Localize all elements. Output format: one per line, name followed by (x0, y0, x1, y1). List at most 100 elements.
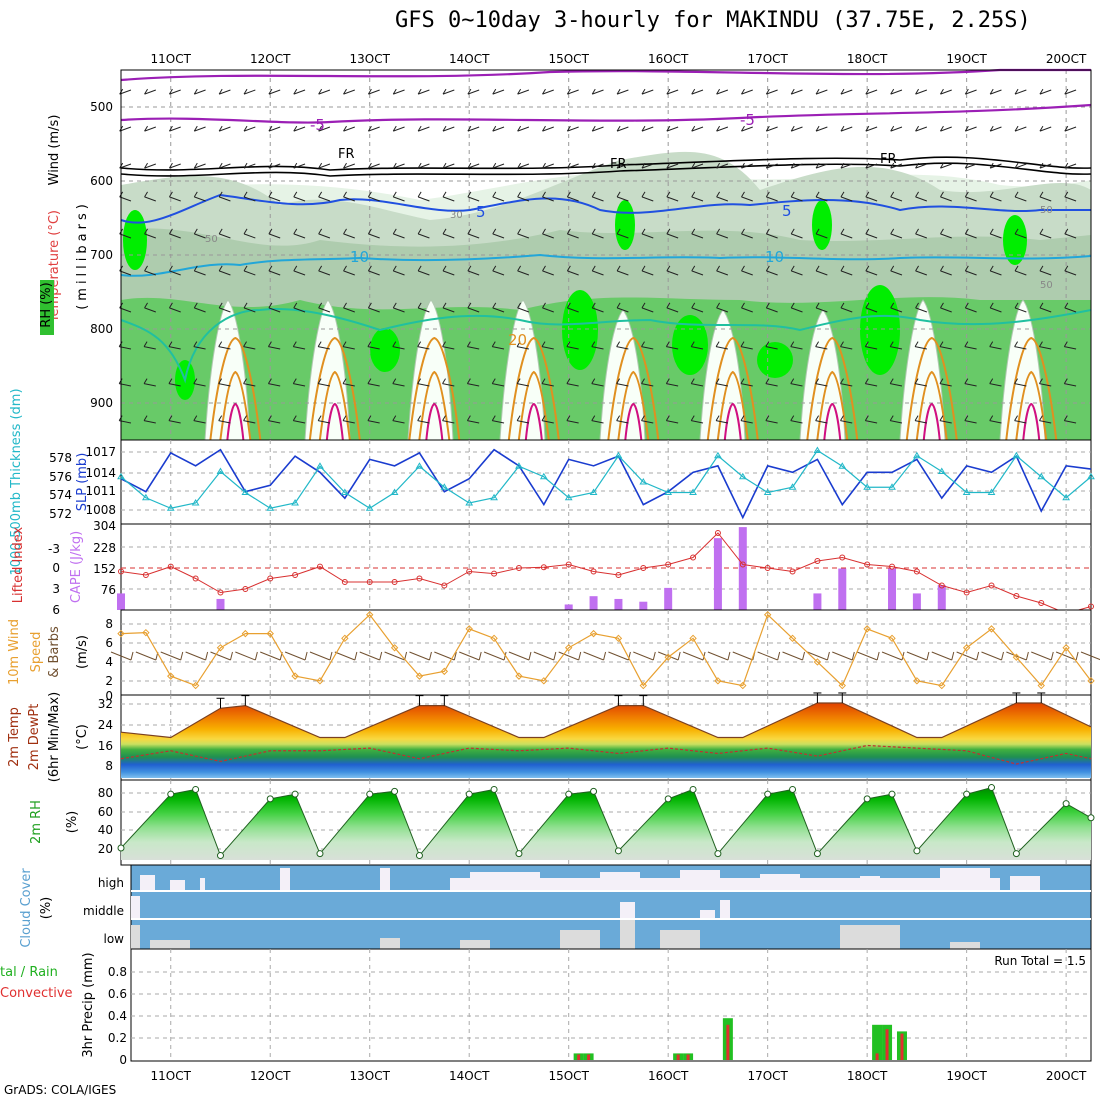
contour-label: 20 (508, 331, 527, 349)
wind-barb (915, 270, 928, 276)
wind-speed-point (863, 625, 871, 633)
thickness-point (564, 493, 573, 501)
wind-barb-flag (964, 228, 969, 235)
wind-barb-flag (741, 191, 745, 198)
wind-barb (914, 346, 927, 350)
rh-point (316, 850, 324, 858)
lifted-index-point (1038, 600, 1045, 606)
wind-barb-flag (690, 415, 695, 421)
wind10m-barb-flag (553, 651, 557, 661)
lifted-index-point (839, 554, 846, 561)
cape-bar (564, 604, 573, 610)
rh-line (120, 786, 1092, 857)
cape-li-panel: -3 0 3 6 304 228 152 76 Lifted Index CAP… (11, 519, 1094, 617)
wind-barb (169, 233, 181, 239)
cape-tick: 304 (93, 519, 116, 533)
wind-barb (243, 270, 256, 276)
cape-bar (888, 568, 897, 610)
lifted-index-point (938, 582, 945, 589)
wind-barb (840, 270, 853, 276)
cloud-level-high: high (98, 876, 124, 890)
lifted-index-point (118, 568, 124, 575)
contour-label: FR (338, 147, 355, 162)
wind-barb (815, 307, 828, 313)
wind-barb-flag (542, 265, 546, 272)
precip-total-bar (872, 1024, 883, 1060)
temp-contour-20 (209, 336, 262, 441)
wind-barb-flag (915, 191, 920, 198)
wind-barb (243, 126, 256, 132)
wind-barb (542, 270, 554, 276)
wind-barb-flag (616, 341, 621, 347)
wind-barb (193, 383, 206, 387)
wind-speed-point (689, 634, 697, 643)
wind-barb-flag (466, 378, 471, 384)
wind-barb (442, 307, 455, 313)
wind-barb (442, 233, 455, 239)
wind-barb (169, 196, 181, 202)
wind-barb-flag (591, 341, 596, 347)
wind-barb-flag (940, 302, 944, 309)
wind-barb (517, 163, 530, 169)
wind-barb-flag (168, 415, 173, 421)
thickness-point (390, 488, 399, 495)
wind-barb (417, 163, 430, 169)
wind-barb (442, 270, 455, 276)
wind-barb (890, 196, 903, 202)
wind-barb (1014, 420, 1027, 424)
wind-barb (194, 307, 206, 313)
wind-barb (342, 420, 355, 424)
wind-barb (592, 163, 604, 169)
lifted-index-point (217, 589, 224, 596)
lifted-index-point (590, 568, 597, 575)
wind-barb (915, 89, 928, 95)
wind-barb (567, 270, 579, 276)
wind10m-barb (334, 651, 356, 661)
rh-point (789, 785, 797, 793)
wind-speed-label: Speed (29, 632, 44, 673)
wind-barb (1039, 126, 1052, 132)
wind-barb-flag (218, 341, 223, 347)
wind-speed-point (415, 672, 424, 680)
wind-barb (144, 196, 156, 202)
wind-barb (666, 383, 679, 387)
wind-barb (741, 126, 753, 132)
wind-barb (990, 233, 1002, 239)
wind-barb (592, 270, 604, 276)
wind-barb-flag (467, 228, 472, 235)
wind-barb-flag (665, 415, 670, 421)
temp-contour-30 (1022, 402, 1041, 441)
wind-barb-flag (765, 88, 770, 95)
wind-barb-flag (193, 378, 198, 384)
wind-barb-flag (517, 228, 522, 235)
thickness-point (291, 499, 299, 506)
wind-barb-flag (616, 378, 621, 384)
wind-barb (890, 420, 903, 424)
wind-barb (268, 346, 281, 350)
temp-tick: 32 (98, 697, 113, 711)
wind-barb (467, 126, 480, 132)
wind-barb (193, 420, 206, 424)
wind-barb (1039, 383, 1052, 387)
wind-barb (567, 126, 579, 132)
wind10m-barb (856, 651, 878, 661)
wind-barb (940, 126, 952, 132)
wind-barb-flag (790, 191, 795, 198)
wind-barb-flag (268, 88, 273, 95)
wind-barb (740, 420, 753, 424)
wind-barb-flag (641, 191, 646, 198)
thickness-line (120, 449, 1092, 509)
rh-point (490, 785, 498, 793)
wind10m-barb-flag (1050, 651, 1054, 661)
wind-barb-flag (865, 191, 870, 198)
wind-barb-flag (840, 191, 845, 198)
wind-barb-flag (939, 415, 944, 421)
wind-barb (343, 307, 355, 313)
wind-speed-point (763, 611, 772, 619)
wind-barb (318, 89, 331, 95)
wind-barb (641, 307, 654, 313)
wind-barb (840, 196, 853, 202)
wind-barb-flag (989, 341, 994, 347)
wind-barb (318, 420, 331, 424)
wind-barb (965, 307, 977, 313)
